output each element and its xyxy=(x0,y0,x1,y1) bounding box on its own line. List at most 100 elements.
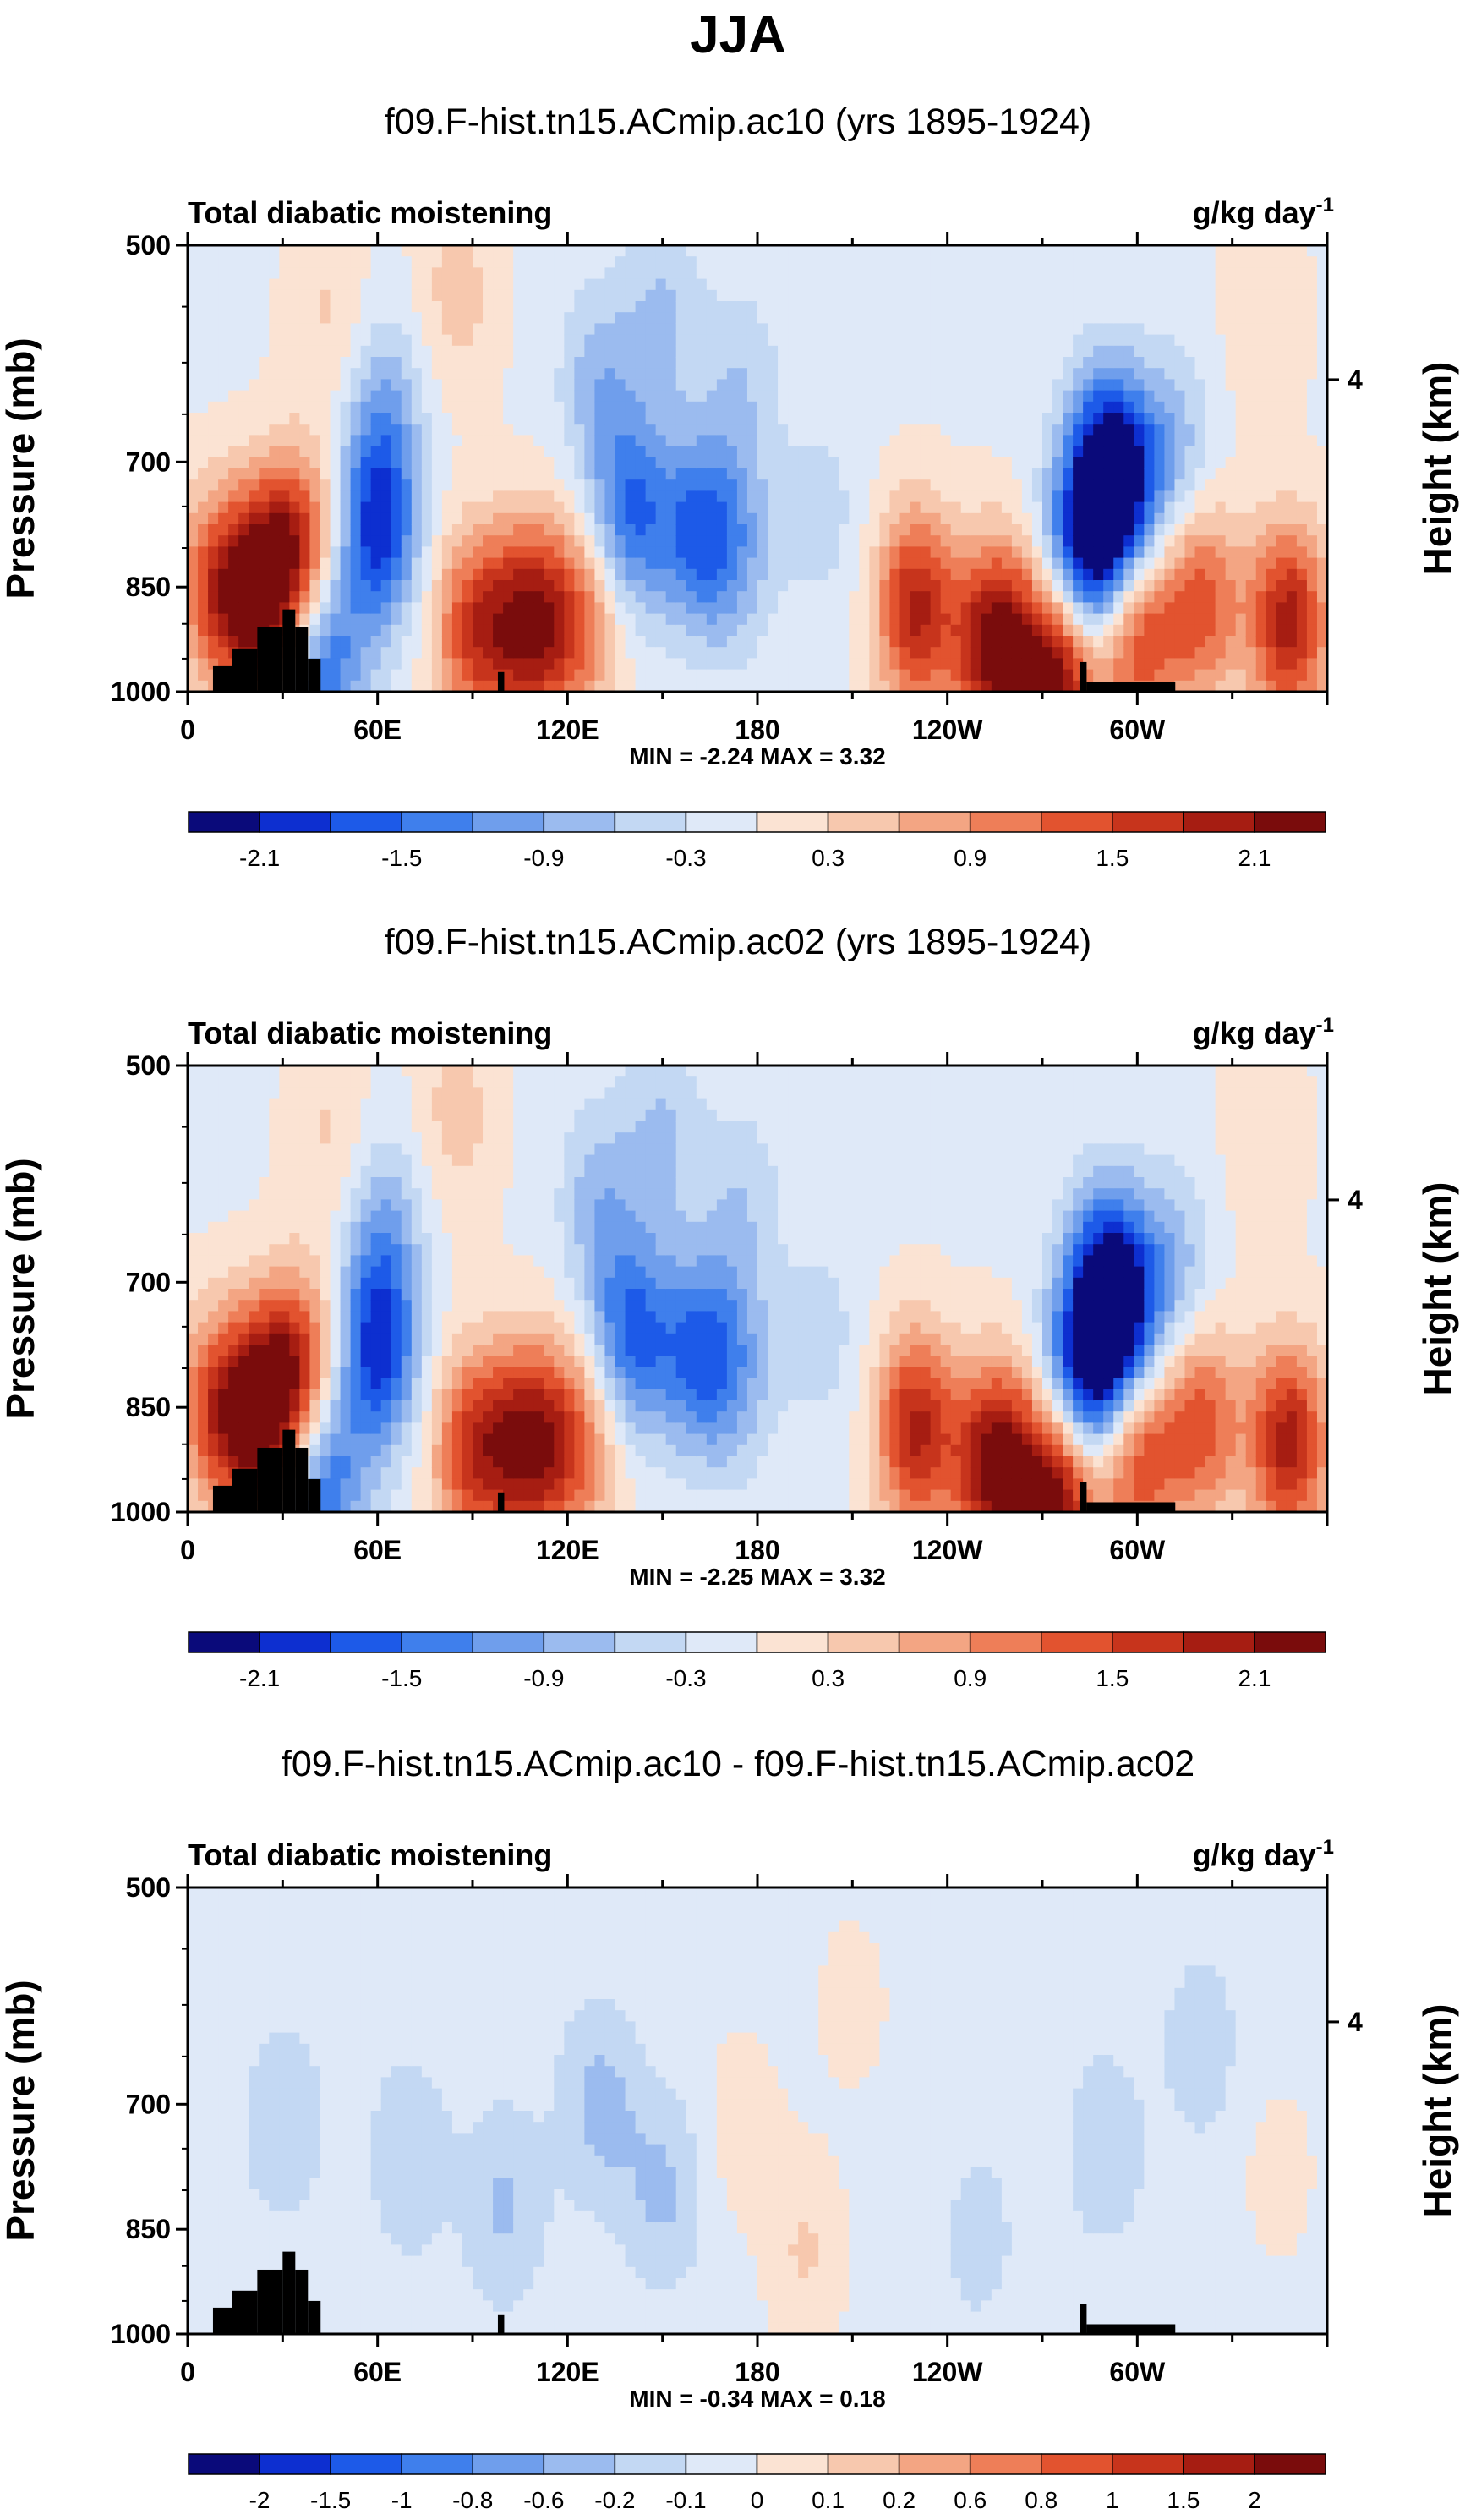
field-cell xyxy=(462,591,473,603)
field-cell xyxy=(483,379,494,391)
field-cell xyxy=(533,658,544,670)
field-cell xyxy=(778,335,789,347)
field-cell xyxy=(1307,267,1318,279)
field-cell xyxy=(707,670,718,682)
field-cell xyxy=(1063,267,1074,279)
field-cell xyxy=(218,1300,229,1312)
field-cell xyxy=(228,446,239,458)
field-cell xyxy=(686,424,697,436)
field-cell xyxy=(1266,535,1277,547)
field-cell xyxy=(341,569,352,581)
field-cell xyxy=(279,513,290,525)
field-cell xyxy=(788,402,799,414)
field-cell xyxy=(554,391,565,403)
field-cell xyxy=(656,614,667,626)
field-cell xyxy=(1195,424,1206,436)
field-cells xyxy=(188,1066,1328,1513)
field-cell xyxy=(238,256,249,268)
field-cell xyxy=(402,335,413,347)
field-cell xyxy=(412,569,423,581)
field-cell xyxy=(900,446,911,458)
field-cell xyxy=(1103,323,1114,335)
field-cell xyxy=(320,346,331,358)
field-cell xyxy=(584,558,595,570)
field-cell xyxy=(493,468,504,480)
field-cell xyxy=(218,468,229,480)
field-cell xyxy=(971,457,982,469)
field-cell xyxy=(249,1188,260,1200)
field-cell xyxy=(1134,424,1145,436)
field-cell xyxy=(1123,636,1134,648)
field-cell xyxy=(941,256,952,268)
field-cell xyxy=(584,546,595,558)
field-cell xyxy=(1174,647,1185,659)
field-cell xyxy=(879,446,890,458)
field-cell xyxy=(412,335,423,347)
field-cell xyxy=(228,625,239,637)
field-cell xyxy=(900,312,911,324)
field-cell xyxy=(188,1411,199,1423)
field-cell xyxy=(412,658,423,670)
field-cell xyxy=(1154,446,1165,458)
field-cell xyxy=(1083,312,1094,324)
field-cell xyxy=(646,413,657,425)
field-cell xyxy=(208,1233,219,1245)
field-cell xyxy=(839,357,850,369)
field-cell xyxy=(1052,670,1063,682)
field-cell xyxy=(1154,391,1165,403)
field-cell xyxy=(513,524,524,536)
field-cell xyxy=(1276,424,1287,436)
field-cell xyxy=(849,580,860,592)
field-cell xyxy=(483,357,494,369)
field-cell xyxy=(1012,580,1023,592)
field-cell xyxy=(594,468,605,480)
field-cell xyxy=(574,580,585,592)
field-cell xyxy=(931,502,942,514)
field-cell xyxy=(1093,290,1104,302)
field-cell xyxy=(309,245,320,257)
field-cell xyxy=(1083,301,1094,313)
field-cell xyxy=(869,245,880,257)
field-cell xyxy=(1297,435,1308,446)
colorbar-box xyxy=(260,812,331,832)
field-cell xyxy=(299,446,310,458)
field-cell xyxy=(1236,391,1247,403)
field-cell xyxy=(1236,580,1247,592)
field-cell xyxy=(188,513,199,525)
field-cell xyxy=(737,446,748,458)
field-cell xyxy=(238,625,249,637)
field-cell xyxy=(636,435,647,446)
field-cell xyxy=(879,535,890,547)
field-cell xyxy=(1154,435,1165,446)
field-cell xyxy=(615,435,626,446)
field-cell xyxy=(646,614,657,626)
field-cell xyxy=(737,524,748,536)
field-cell xyxy=(1063,335,1074,347)
field-cell xyxy=(992,379,1003,391)
field-cell xyxy=(218,1233,229,1245)
field-cell xyxy=(971,602,982,614)
field-cell xyxy=(707,602,718,614)
field-cell xyxy=(320,479,331,491)
field-cell xyxy=(1083,490,1094,502)
field-cell xyxy=(188,1244,199,1256)
field-cell xyxy=(1195,391,1206,403)
field-cell xyxy=(971,402,982,414)
field-cell xyxy=(1042,402,1053,414)
field-cell xyxy=(188,502,199,514)
field-cell xyxy=(1256,435,1267,446)
field-cell xyxy=(473,490,484,502)
field-cell xyxy=(604,256,615,268)
field-cell xyxy=(462,402,473,414)
field-cell xyxy=(1022,524,1033,536)
field-cell xyxy=(1012,446,1023,458)
field-cell xyxy=(961,468,972,480)
field-cell xyxy=(636,391,647,403)
field-cell xyxy=(1083,335,1094,347)
field-cell xyxy=(238,1199,249,1211)
field-cell xyxy=(1185,245,1196,257)
field-cell xyxy=(951,524,962,536)
field-cell xyxy=(554,658,565,670)
field-cell xyxy=(727,580,738,592)
field-cell xyxy=(828,290,839,302)
